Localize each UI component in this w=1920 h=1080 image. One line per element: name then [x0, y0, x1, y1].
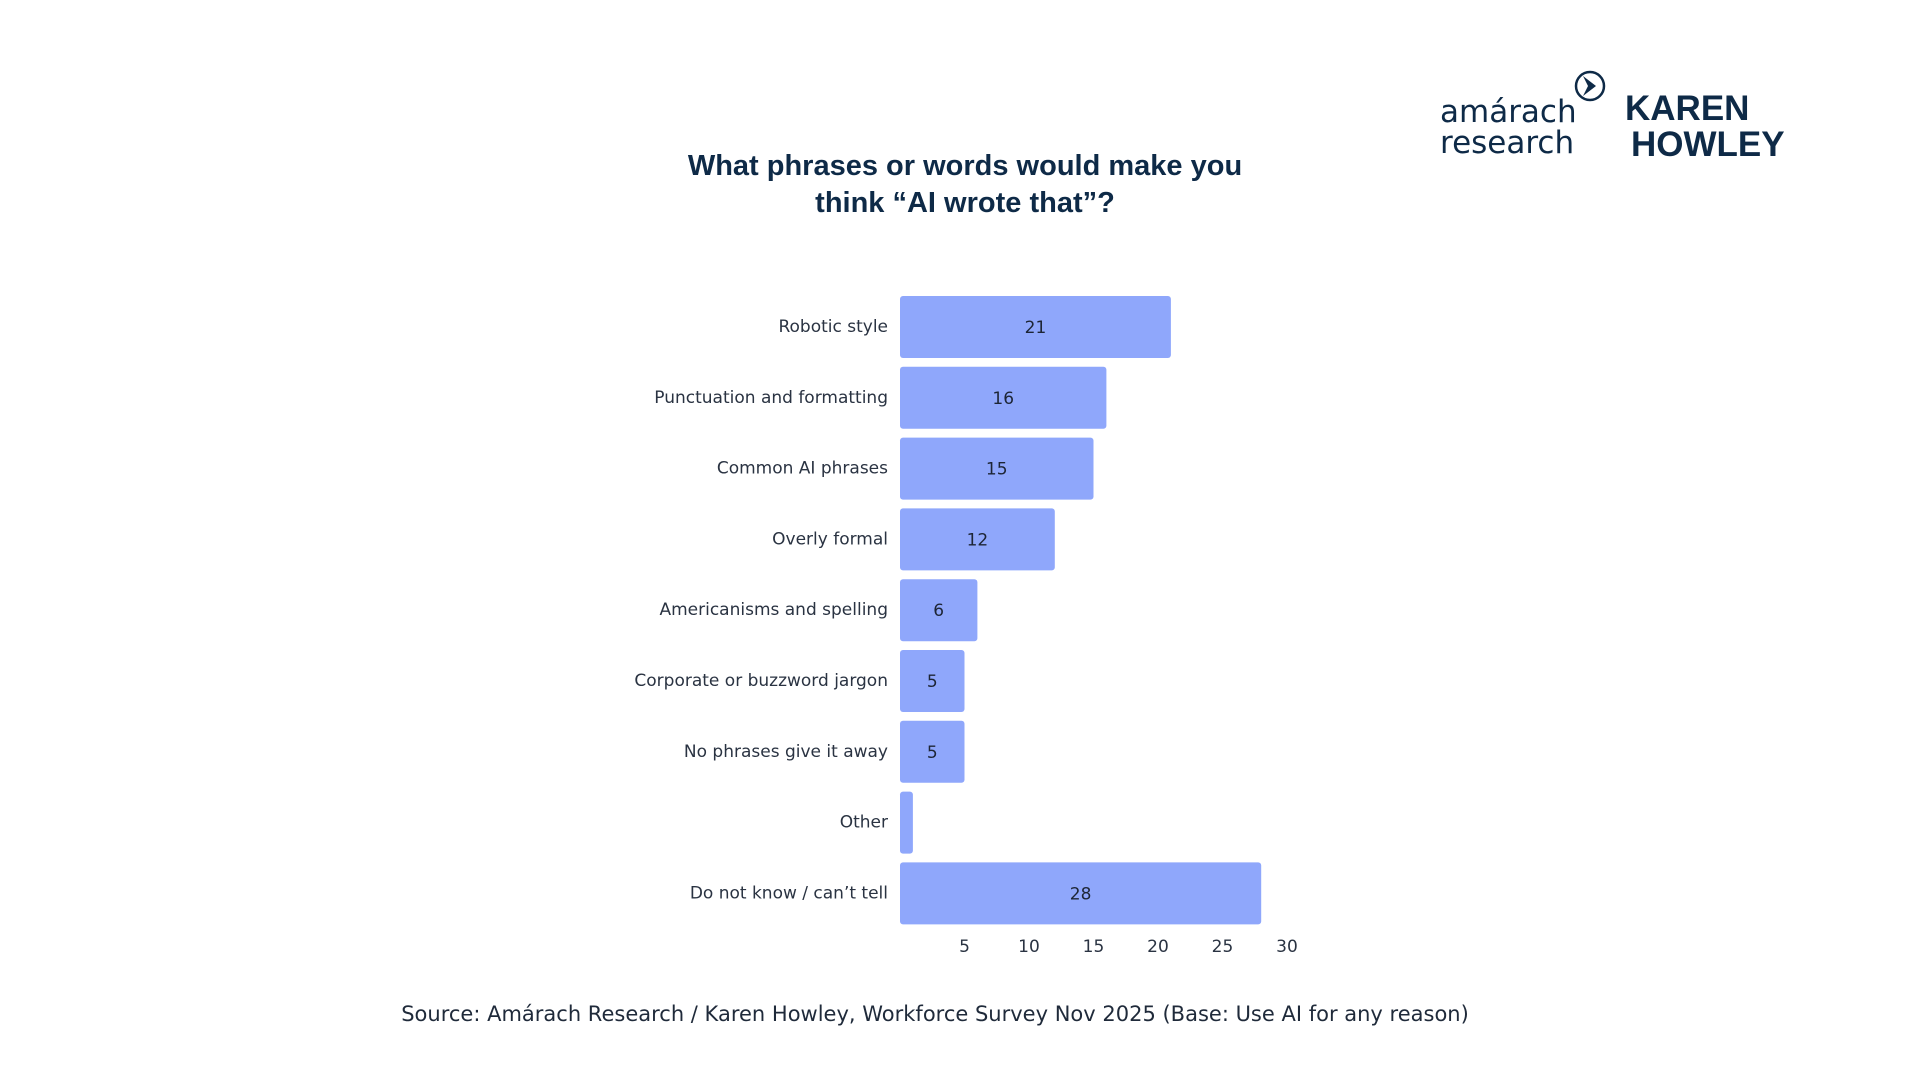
data-label: 15	[986, 460, 1008, 480]
data-label: 21	[1025, 318, 1047, 338]
bar	[900, 791, 913, 854]
data-label: 6	[933, 601, 944, 621]
data-label: 5	[927, 672, 938, 692]
data-label: 28	[1070, 884, 1092, 904]
bar	[900, 579, 978, 642]
bar	[900, 720, 965, 783]
data-label: 12	[967, 530, 989, 550]
x-tick-label: 15	[1083, 937, 1105, 957]
amarach-research-logo: amárach research	[1440, 70, 1606, 161]
bar	[900, 366, 1107, 429]
category-label: No phrases give it away	[684, 742, 888, 762]
amarach-logo-line1: amárach	[1440, 94, 1577, 130]
amarach-chevron-icon	[1574, 70, 1606, 102]
x-tick-label: 25	[1212, 937, 1234, 957]
bar	[900, 437, 1094, 500]
karen-howley-logo: KAREN HOWLEY	[1625, 89, 1785, 160]
category-label: Punctuation and formatting	[654, 388, 888, 408]
x-tick-label: 20	[1147, 937, 1169, 957]
category-label: Common AI phrases	[717, 459, 888, 479]
x-tick-label: 30	[1276, 937, 1298, 957]
bar	[900, 296, 1171, 358]
bar	[900, 862, 1262, 925]
chart-title-line2: think “AI wrote that”?	[815, 187, 1115, 219]
category-label: Other	[840, 813, 888, 833]
chart-title: What phrases or words would make you thi…	[590, 148, 1340, 222]
karen-logo-line2: HOWLEY	[1631, 125, 1785, 160]
category-label: Corporate or buzzword jargon	[634, 671, 888, 691]
source-note: Source: Amárach Research / Karen Howley,…	[401, 1002, 1469, 1026]
data-label: 5	[927, 743, 938, 763]
category-label: Americanisms and spelling	[659, 600, 888, 620]
bar	[900, 508, 1055, 571]
category-label: Do not know / can’t tell	[690, 883, 888, 903]
category-label: Robotic style	[778, 317, 888, 337]
x-tick-label: 5	[959, 937, 970, 957]
data-label: 16	[992, 389, 1014, 409]
x-tick-label: 10	[1018, 937, 1040, 957]
bar	[900, 650, 965, 712]
logos: amárach research KAREN HOWLEY	[1440, 70, 1820, 165]
bar-chart: Robotic style 21 Punctuation and formattin…	[634, 296, 1298, 957]
amarach-logo-line2: research	[1440, 125, 1574, 161]
chart-title-line1: What phrases or words would make you	[687, 150, 1243, 182]
karen-logo-line1: KAREN	[1625, 89, 1749, 128]
category-label: Overly formal	[772, 529, 888, 549]
